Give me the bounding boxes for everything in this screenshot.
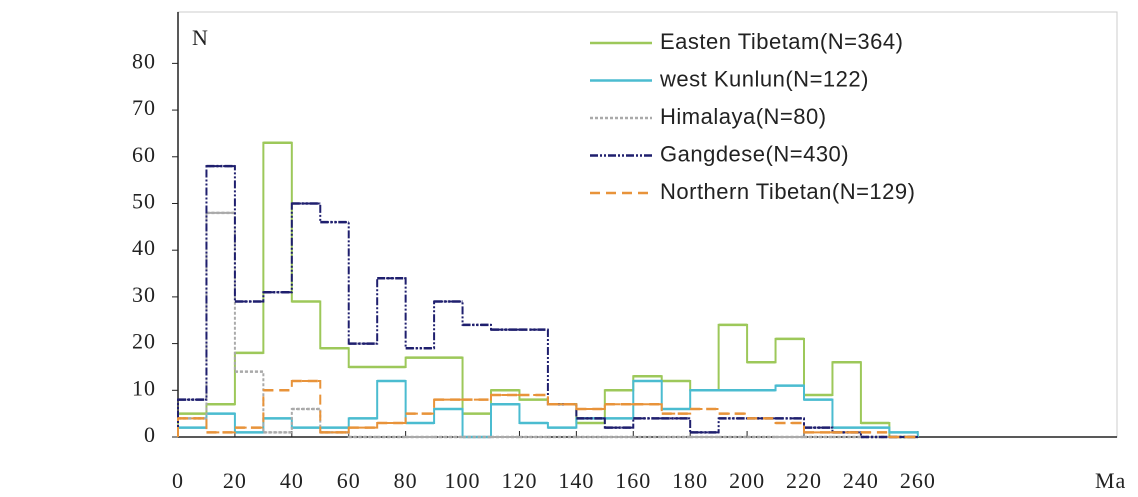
x-tick-label: 180 [672,468,708,493]
y-tick-label: 30 [132,282,156,307]
x-tick-label: 100 [445,468,481,493]
y-tick-label: 50 [132,189,156,214]
y-axis-label: N [192,25,209,50]
legend-label: Northern Tibetan(N=129) [660,179,915,204]
x-tick-label: 220 [786,468,822,493]
y-tick-label: 0 [144,422,156,447]
x-tick-label: 140 [558,468,594,493]
legend-label: Easten Tibetam(N=364) [660,29,903,54]
plot-frame [177,11,1118,438]
x-tick-label: 120 [501,468,537,493]
y-tick-label: 10 [132,375,156,400]
x-tick-label: 0 [172,468,184,493]
x-tick-label: 80 [394,468,418,493]
x-tick-label: 20 [223,468,247,493]
y-tick-label: 60 [132,142,156,167]
y-tick-label: 40 [132,235,156,260]
y-tick-label: 80 [132,48,156,73]
x-tick-label: 200 [729,468,765,493]
legend-label: west Kunlun(N=122) [659,66,869,91]
x-tick-label: 160 [615,468,651,493]
legend-label: Himalaya(N=80) [660,104,827,129]
y-tick-label: 70 [132,95,156,120]
x-tick-label: 40 [280,468,304,493]
x-axis-label: Ma [1095,468,1126,493]
x-tick-label: 60 [337,468,361,493]
x-tick-label: 240 [843,468,879,493]
x-tick-label: 260 [900,468,936,493]
y-tick-label: 20 [132,329,156,354]
step-outline [177,211,918,438]
legend-label: Gangdese(N=430) [660,141,849,166]
